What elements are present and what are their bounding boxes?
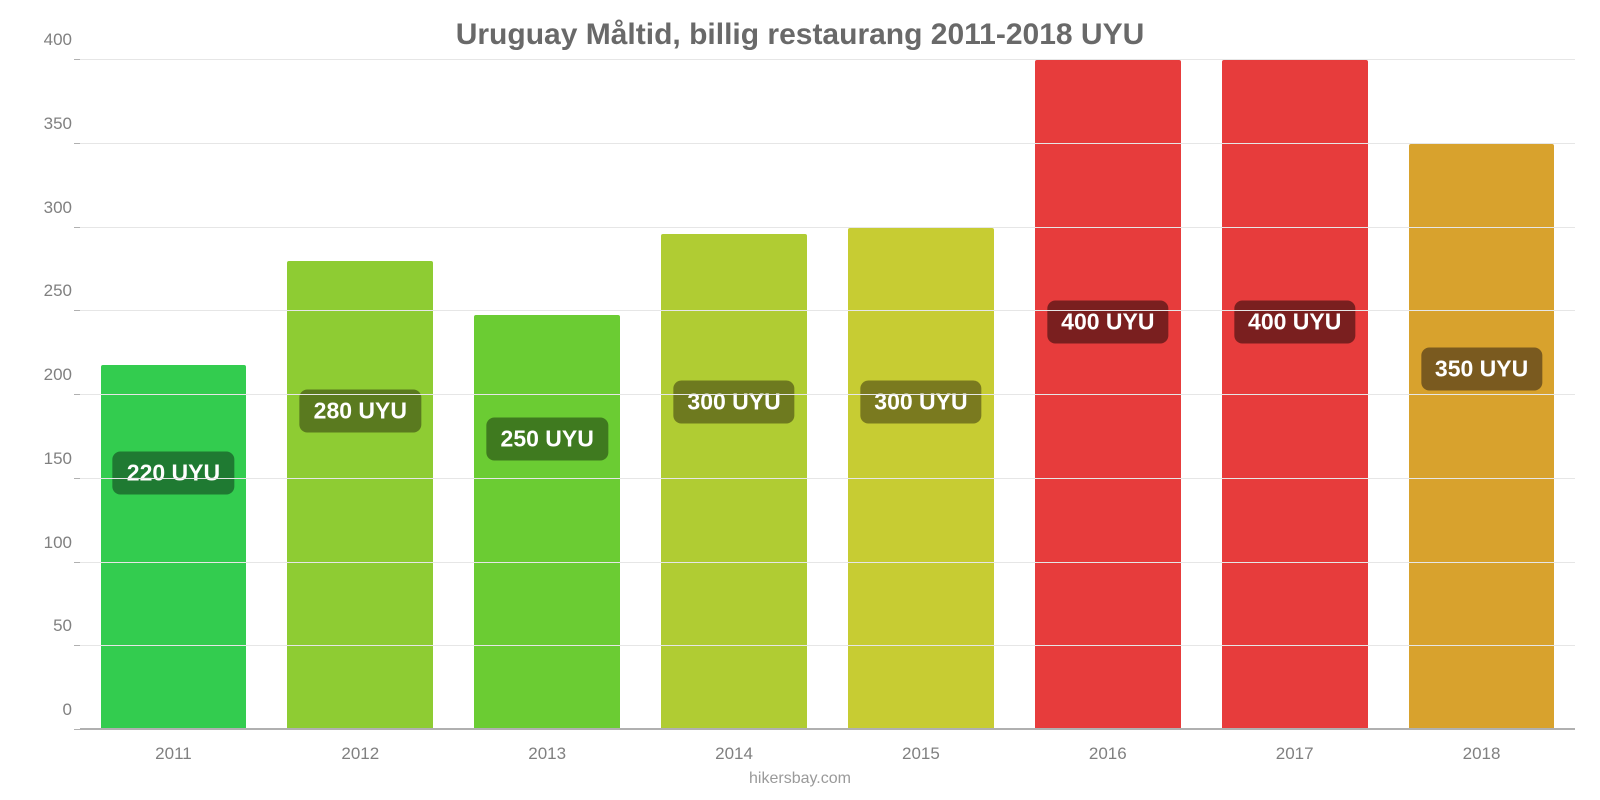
bar-value-label: 400 UYU <box>1234 300 1355 343</box>
y-tick-mark <box>74 645 80 646</box>
bar-value-label: 300 UYU <box>860 381 981 424</box>
y-tick-label: 300 <box>30 198 72 218</box>
y-tick-mark <box>74 143 80 144</box>
x-tick-label: 2012 <box>341 744 379 764</box>
bar-value-label: 220 UYU <box>113 451 234 494</box>
x-tick-label: 2016 <box>1089 744 1127 764</box>
bar-value-label: 400 UYU <box>1047 300 1168 343</box>
x-tick-label: 2014 <box>715 744 753 764</box>
grid-line <box>80 562 1575 563</box>
y-tick-mark <box>74 394 80 395</box>
x-axis-line <box>80 728 1575 730</box>
y-tick-mark <box>74 227 80 228</box>
y-tick-mark <box>74 562 80 563</box>
y-tick-mark <box>74 729 80 730</box>
bar <box>287 261 433 730</box>
y-tick-label: 250 <box>30 281 72 301</box>
bar-value-label: 350 UYU <box>1421 347 1542 390</box>
bar <box>848 228 994 731</box>
bar <box>474 315 620 730</box>
bar-value-label: 250 UYU <box>487 418 608 461</box>
y-tick-label: 50 <box>30 616 72 636</box>
bars-container: 220 UYU 280 UYU 250 UYU 300 UYU 300 UYU 400 U… <box>80 60 1575 730</box>
y-tick-mark <box>74 59 80 60</box>
bar <box>661 234 807 730</box>
y-tick-label: 150 <box>30 449 72 469</box>
grid-line <box>80 645 1575 646</box>
chart-title: Uruguay Måltid, billig restaurang 2011-2… <box>0 18 1600 52</box>
y-tick-mark <box>74 478 80 479</box>
y-tick-label: 400 <box>30 30 72 50</box>
bar-value-label: 300 UYU <box>673 381 794 424</box>
y-tick-label: 350 <box>30 114 72 134</box>
source-label: hikersbay.com <box>0 770 1600 788</box>
y-tick-label: 200 <box>30 365 72 385</box>
x-tick-label: 2017 <box>1276 744 1314 764</box>
grid-line <box>80 143 1575 144</box>
grid-line <box>80 227 1575 228</box>
grid-line <box>80 478 1575 479</box>
grid-line <box>80 394 1575 395</box>
bar-chart: Uruguay Måltid, billig restaurang 2011-2… <box>0 0 1600 800</box>
y-tick-mark <box>74 310 80 311</box>
bar-value-label: 280 UYU <box>300 389 421 432</box>
bar <box>1222 60 1368 730</box>
y-tick-label: 0 <box>30 700 72 720</box>
x-tick-label: 2018 <box>1463 744 1501 764</box>
grid-line <box>80 59 1575 60</box>
bar <box>1409 144 1555 730</box>
x-tick-label: 2015 <box>902 744 940 764</box>
plot-area: 220 UYU 280 UYU 250 UYU 300 UYU 300 UYU 400 U… <box>80 60 1575 730</box>
bar <box>1035 60 1181 730</box>
grid-line <box>80 310 1575 311</box>
bar <box>101 365 247 730</box>
y-tick-label: 100 <box>30 533 72 553</box>
x-tick-label: 2013 <box>528 744 566 764</box>
x-tick-label: 2011 <box>155 744 192 764</box>
